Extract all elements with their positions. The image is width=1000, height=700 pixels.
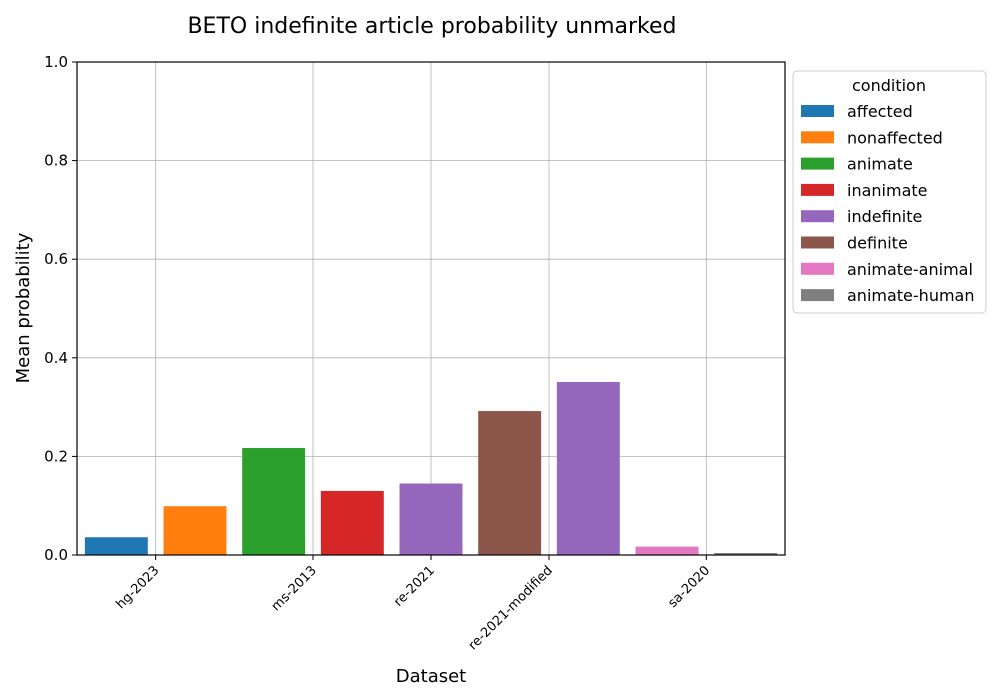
- legend-title: condition: [852, 76, 926, 95]
- y-tick-label: 0.6: [44, 250, 68, 268]
- bars: [84, 381, 778, 555]
- y-tick-label: 0.8: [44, 152, 68, 170]
- legend-swatch-animate-animal: [801, 262, 834, 275]
- legend-label-inanimate: inanimate: [847, 181, 927, 200]
- legend-swatch-inanimate: [801, 183, 834, 196]
- chart-title: BETO indefinite article probability unma…: [187, 14, 676, 39]
- y-tick-label: 1.0: [44, 53, 68, 71]
- x-tick-label: re-2021-modified: [466, 563, 556, 653]
- x-axis: hg-2023 ms-2013 re-2021 re-2021-modified sa-…: [114, 555, 713, 653]
- grid: [77, 62, 785, 555]
- bar-re-2021-modified-definite: [478, 411, 542, 555]
- x-axis-label: Dataset: [396, 666, 467, 687]
- legend-box: [792, 70, 987, 314]
- legend-label-nonaffected: nonaffected: [847, 128, 943, 147]
- legend-label-animate: animate: [847, 155, 913, 174]
- y-tick-label: 0.2: [44, 447, 68, 465]
- y-axis-label: Mean probability: [13, 232, 34, 383]
- bar-re-2021-modified-indefinite: [556, 381, 620, 555]
- bar-ms-2013-animate: [242, 448, 306, 555]
- legend-swatch-animate-human: [801, 289, 834, 302]
- x-tick-label: sa-2020: [665, 563, 713, 611]
- y-tick-label: 0.0: [44, 546, 68, 564]
- legend-label-affected: affected: [847, 102, 913, 121]
- legend-items: affected nonaffected animate inanimate indef…: [801, 102, 974, 305]
- legend-swatch-definite: [801, 236, 834, 249]
- legend-label-animate-human: animate-human: [847, 286, 974, 305]
- bar-hg-2023-nonaffected: [163, 506, 227, 555]
- y-axis: 0.0 0.2 0.4 0.6 0.8 1.0: [44, 53, 77, 564]
- legend-label-indefinite: indefinite: [847, 207, 922, 226]
- legend-swatch-nonaffected: [801, 131, 834, 144]
- y-tick-label: 0.4: [44, 349, 68, 367]
- legend: condition affected nonaffected animate inan…: [792, 70, 987, 314]
- bar-sa-2020-animate-animal: [635, 546, 699, 555]
- legend-label-definite: definite: [847, 234, 908, 253]
- bar-re-2021-indefinite: [399, 483, 463, 555]
- x-tick-label: re-2021: [391, 563, 438, 610]
- x-tick-label: ms-2013: [269, 563, 320, 614]
- legend-swatch-affected: [801, 105, 834, 117]
- bar-sa-2020-animate-human: [714, 553, 778, 555]
- legend-label-animate-animal: animate-animal: [847, 260, 973, 279]
- bar-ms-2013-inanimate: [320, 490, 384, 555]
- legend-swatch-animate: [801, 157, 834, 170]
- x-tick-label: hg-2023: [114, 563, 163, 612]
- legend-swatch-indefinite: [801, 210, 834, 223]
- bar-hg-2023-affected: [84, 537, 148, 555]
